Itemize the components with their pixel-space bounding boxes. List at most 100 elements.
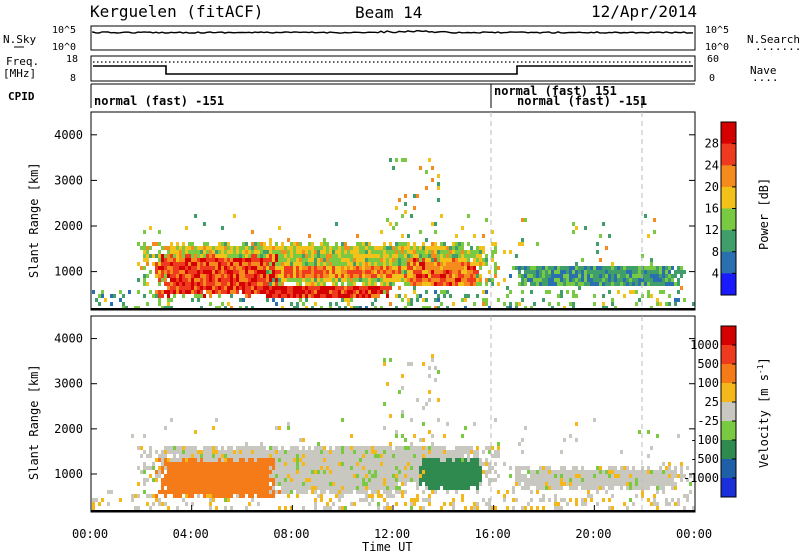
heatmap-cell — [680, 466, 683, 470]
heatmap-cell — [170, 246, 173, 250]
heatmap-cell — [689, 482, 692, 486]
heatmap-cell — [332, 262, 335, 266]
heatmap-cell — [287, 426, 290, 430]
heatmap-cell — [101, 290, 104, 294]
heatmap-cell — [398, 458, 401, 462]
heatmap-cell — [368, 494, 371, 498]
heatmap-cell — [593, 302, 596, 306]
heatmap-cell — [263, 478, 266, 482]
heatmap-cell — [377, 462, 380, 466]
velocity-colorbar-label: Velocity [m s-1] — [756, 357, 771, 468]
heatmap-cell — [170, 486, 173, 490]
heatmap-cell — [200, 466, 203, 470]
heatmap-cell — [353, 286, 356, 290]
heatmap-cell — [464, 446, 467, 450]
heatmap-cell — [629, 278, 632, 282]
heatmap-cell — [305, 474, 308, 478]
heatmap-cell — [293, 242, 296, 246]
heatmap-cell — [365, 490, 368, 494]
heatmap-cell — [353, 502, 356, 506]
heatmap-cell — [233, 470, 236, 474]
heatmap-cell — [146, 246, 149, 250]
heatmap-cell — [434, 466, 437, 470]
heatmap-cell — [194, 270, 197, 274]
heatmap-cell — [335, 250, 338, 254]
heatmap-cell — [143, 478, 146, 482]
heatmap-cell — [461, 274, 464, 278]
heatmap-cell — [527, 466, 530, 470]
heatmap-cell — [380, 282, 383, 286]
heatmap-cell — [329, 250, 332, 254]
heatmap-cell — [239, 462, 242, 466]
heatmap-cell — [335, 242, 338, 246]
heatmap-cell — [137, 494, 140, 498]
heatmap-cell — [383, 290, 386, 294]
heatmap-cell — [653, 270, 656, 274]
heatmap-cell — [596, 250, 599, 254]
heatmap-cell — [602, 470, 605, 474]
heatmap-cell — [170, 278, 173, 282]
heatmap-cell — [314, 478, 317, 482]
heatmap-cell — [644, 274, 647, 278]
heatmap-cell — [296, 282, 299, 286]
heatmap-cell — [641, 278, 644, 282]
heatmap-cell — [548, 270, 551, 274]
heatmap-cell — [431, 462, 434, 466]
heatmap-cell — [650, 258, 653, 262]
heatmap-cell — [365, 470, 368, 474]
heatmap-cell — [305, 454, 308, 458]
heatmap-cell — [374, 246, 377, 250]
heatmap-cell — [215, 506, 218, 510]
heatmap-cell — [155, 290, 158, 294]
heatmap-cell — [314, 294, 317, 298]
heatmap-cell — [656, 302, 659, 306]
heatmap-cell — [272, 294, 275, 298]
heatmap-cell — [647, 482, 650, 486]
heatmap-cell — [173, 266, 176, 270]
heatmap-cell — [203, 258, 206, 262]
heatmap-cell — [290, 278, 293, 282]
heatmap-cell — [200, 266, 203, 270]
heatmap-cell — [407, 246, 410, 250]
heatmap-cell — [518, 482, 521, 486]
heatmap-cell — [188, 266, 191, 270]
heatmap-cell — [368, 274, 371, 278]
heatmap-cell — [326, 458, 329, 462]
heatmap-cell — [398, 446, 401, 450]
heatmap-cell — [668, 278, 671, 282]
heatmap-cell — [185, 270, 188, 274]
heatmap-cell — [458, 486, 461, 490]
heatmap-cell — [389, 358, 392, 362]
heatmap-cell — [428, 454, 431, 458]
heatmap-cell — [266, 266, 269, 270]
heatmap-cell — [332, 450, 335, 454]
heatmap-cell — [257, 270, 260, 274]
heatmap-cell — [626, 274, 629, 278]
heatmap-cell — [410, 270, 413, 274]
heatmap-cell — [179, 458, 182, 462]
heatmap-cell — [572, 274, 575, 278]
heatmap-cell — [389, 486, 392, 490]
heatmap-cell — [290, 506, 293, 510]
heatmap-cell — [185, 254, 188, 258]
heatmap-cell — [305, 490, 308, 494]
heatmap-cell — [563, 466, 566, 470]
heatmap-cell — [230, 478, 233, 482]
heatmap-cell — [323, 294, 326, 298]
heatmap-cell — [398, 254, 401, 258]
heatmap-cell — [395, 258, 398, 262]
heatmap-cell — [338, 498, 341, 502]
freq-tick-low: 8 — [70, 73, 76, 84]
heatmap-cell — [434, 478, 437, 482]
heatmap-cell — [302, 258, 305, 262]
heatmap-cell — [149, 446, 152, 450]
heatmap-cell — [311, 266, 314, 270]
heatmap-cell — [365, 250, 368, 254]
heatmap-cell — [359, 458, 362, 462]
heatmap-cell — [416, 254, 419, 258]
heatmap-cell — [140, 454, 143, 458]
heatmap-cell — [320, 290, 323, 294]
heatmap-cell — [320, 466, 323, 470]
heatmap-cell — [350, 294, 353, 298]
heatmap-cell — [374, 282, 377, 286]
